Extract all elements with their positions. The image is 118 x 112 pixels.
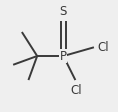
Text: Cl: Cl bbox=[97, 41, 109, 54]
Text: Cl: Cl bbox=[71, 84, 82, 97]
Text: S: S bbox=[60, 5, 67, 18]
Text: P: P bbox=[60, 50, 67, 62]
